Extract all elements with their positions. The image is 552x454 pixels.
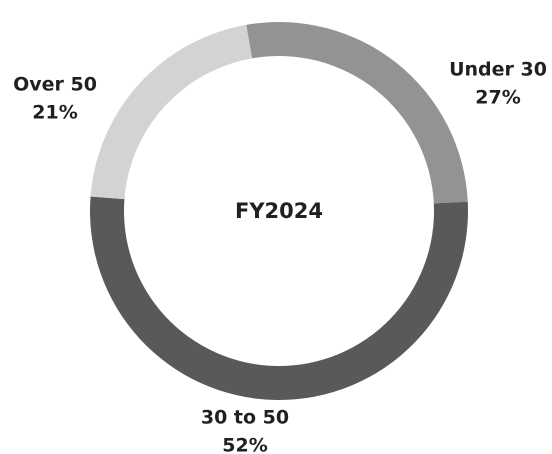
donut-segment [90,196,469,400]
value-label: 21% [32,102,77,124]
donut-segment [246,22,468,204]
value-label: 27% [475,87,520,109]
donut-segment [90,24,253,200]
category-label: Under 30 [449,59,547,81]
center-label: FY2024 [235,199,323,223]
value-label: 52% [222,435,267,454]
category-label: 30 to 50 [201,407,289,429]
category-label: Over 50 [13,74,97,96]
